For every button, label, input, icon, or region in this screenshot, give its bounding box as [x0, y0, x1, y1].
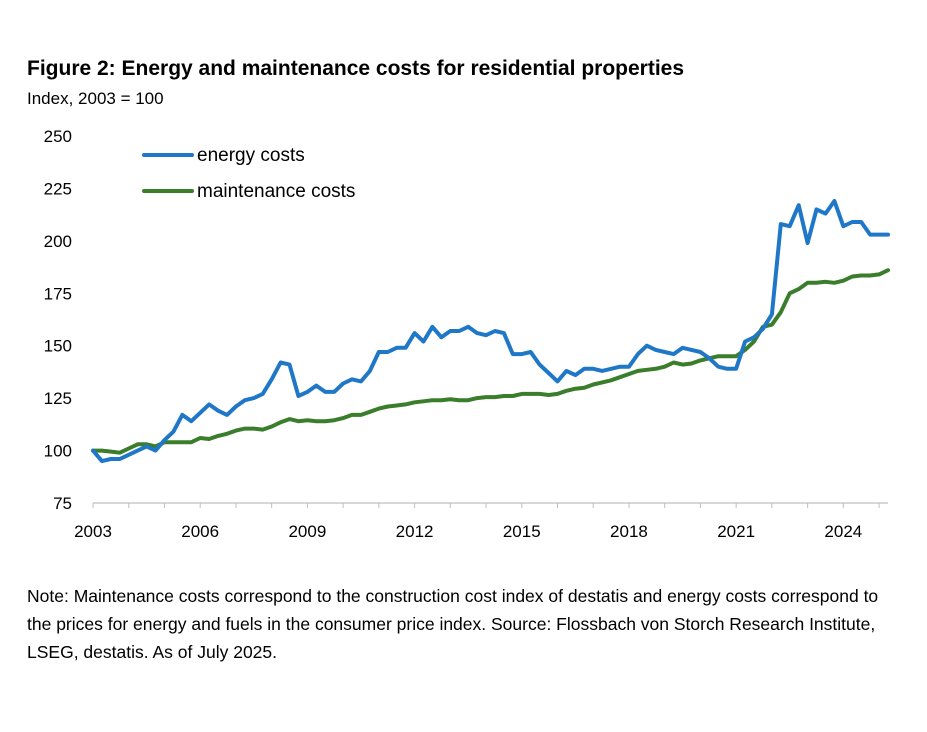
legend-label: energy costs — [197, 145, 305, 166]
footnote: Note: Maintenance costs correspond to th… — [27, 586, 879, 662]
x-axis: 2003 2006 2009 2012 2015 2018 2021 2024 — [74, 502, 888, 541]
x-tick-label: 2024 — [824, 522, 862, 541]
y-tick-label: 125 — [44, 389, 72, 408]
legend-label: maintenance costs — [197, 181, 355, 202]
legend: energy costs maintenance costs — [142, 145, 355, 202]
energy-costs-line — [91, 199, 890, 464]
chart-title: Figure 2: Energy and maintenance costs f… — [27, 57, 685, 80]
x-tick-label: 2012 — [396, 522, 434, 541]
x-tick-label: 2009 — [288, 522, 326, 541]
x-tick-label: 2003 — [74, 522, 112, 541]
x-tick-label: 2021 — [717, 522, 755, 541]
y-tick-label: 250 — [44, 127, 72, 146]
maintenance-costs-line — [91, 268, 890, 455]
x-tick-label: 2018 — [610, 522, 648, 541]
y-tick-label: 150 — [44, 337, 72, 356]
y-axis-ticks: 250 225 200 175 150 125 100 75 — [44, 127, 72, 513]
y-tick-label: 225 — [44, 179, 72, 198]
x-tick-label: 2015 — [503, 522, 541, 541]
y-tick-label: 100 — [44, 442, 72, 461]
y-tick-label: 200 — [44, 232, 72, 251]
x-tick-label: 2006 — [181, 522, 219, 541]
chart-subtitle: Index, 2003 = 100 — [27, 89, 164, 108]
series-lines — [91, 199, 890, 464]
y-tick-label: 175 — [44, 284, 72, 303]
y-tick-label: 75 — [53, 494, 72, 513]
